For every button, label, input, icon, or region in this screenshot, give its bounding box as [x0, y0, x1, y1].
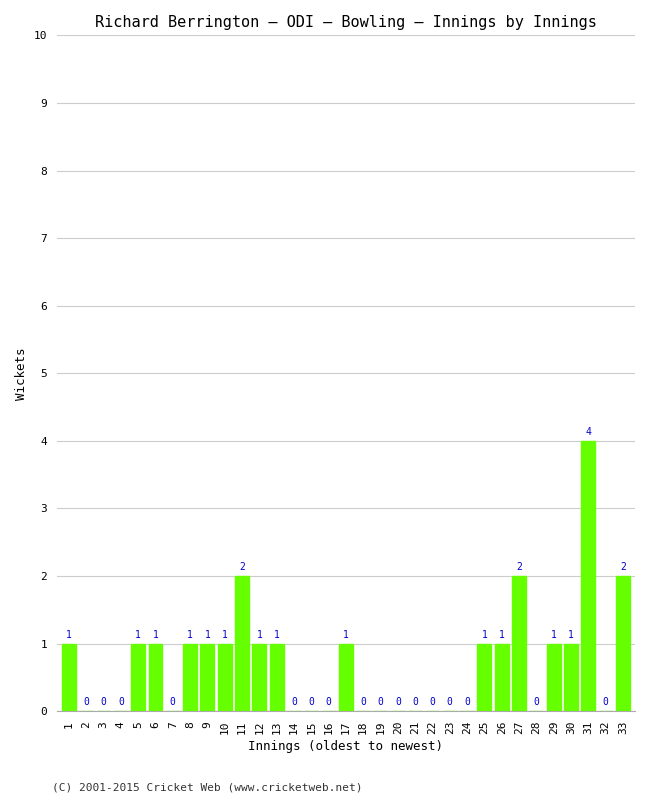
Text: 1: 1 — [222, 630, 227, 639]
Text: 0: 0 — [534, 697, 540, 707]
Text: 2: 2 — [620, 562, 626, 572]
Bar — [235, 576, 249, 711]
Text: 0: 0 — [603, 697, 608, 707]
Bar — [218, 644, 231, 711]
Bar — [62, 644, 76, 711]
Text: 1: 1 — [205, 630, 211, 639]
Text: (C) 2001-2015 Cricket Web (www.cricketweb.net): (C) 2001-2015 Cricket Web (www.cricketwe… — [52, 782, 363, 792]
Text: 1: 1 — [499, 630, 504, 639]
Text: 0: 0 — [118, 697, 124, 707]
Text: 0: 0 — [395, 697, 401, 707]
Bar — [616, 576, 630, 711]
Title: Richard Berrington – ODI – Bowling – Innings by Innings: Richard Berrington – ODI – Bowling – Inn… — [95, 15, 597, 30]
Text: 0: 0 — [360, 697, 366, 707]
Text: 0: 0 — [412, 697, 418, 707]
Bar — [547, 644, 560, 711]
Bar — [339, 644, 353, 711]
Text: 0: 0 — [326, 697, 332, 707]
Text: 0: 0 — [291, 697, 297, 707]
Text: 1: 1 — [135, 630, 141, 639]
Bar — [131, 644, 145, 711]
Text: 0: 0 — [378, 697, 384, 707]
Text: 1: 1 — [66, 630, 72, 639]
Text: 0: 0 — [83, 697, 89, 707]
Bar — [183, 644, 197, 711]
Text: 4: 4 — [585, 427, 592, 437]
Text: 1: 1 — [343, 630, 349, 639]
Text: 2: 2 — [239, 562, 245, 572]
Bar — [149, 644, 162, 711]
Bar — [495, 644, 508, 711]
Text: 1: 1 — [274, 630, 280, 639]
Text: 2: 2 — [516, 562, 522, 572]
Text: 0: 0 — [170, 697, 176, 707]
Text: 0: 0 — [430, 697, 436, 707]
Bar — [581, 441, 595, 711]
Bar — [564, 644, 578, 711]
Text: 1: 1 — [482, 630, 488, 639]
Text: 1: 1 — [568, 630, 574, 639]
X-axis label: Innings (oldest to newest): Innings (oldest to newest) — [248, 740, 443, 753]
Text: 1: 1 — [551, 630, 556, 639]
Bar — [200, 644, 214, 711]
Text: 1: 1 — [153, 630, 159, 639]
Bar — [512, 576, 526, 711]
Text: 1: 1 — [187, 630, 193, 639]
Text: 0: 0 — [447, 697, 452, 707]
Y-axis label: Wickets: Wickets — [15, 347, 28, 399]
Text: 0: 0 — [464, 697, 470, 707]
Text: 0: 0 — [308, 697, 314, 707]
Text: 1: 1 — [256, 630, 262, 639]
Bar — [478, 644, 491, 711]
Bar — [270, 644, 283, 711]
Bar — [252, 644, 266, 711]
Text: 0: 0 — [101, 697, 107, 707]
